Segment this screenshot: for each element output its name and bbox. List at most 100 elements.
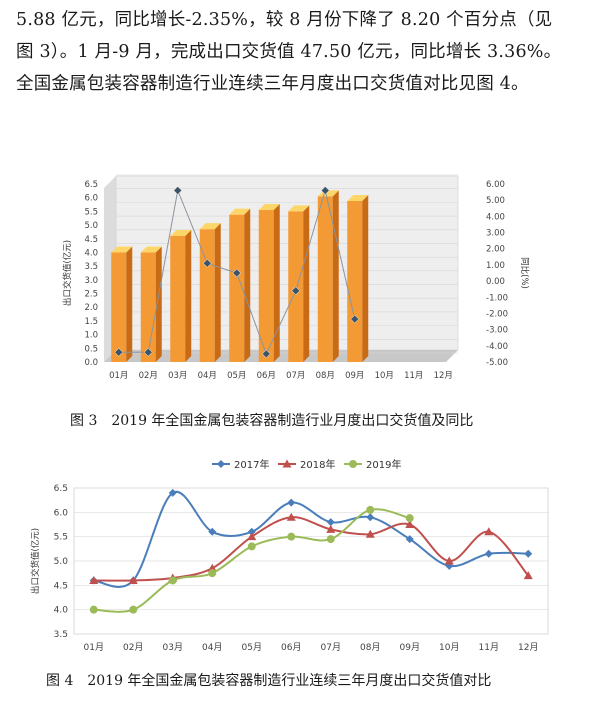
- y-tick-label: 4.0: [54, 606, 69, 616]
- x-tick-label: 04月: [202, 642, 222, 653]
- yoy-marker: [114, 347, 124, 357]
- y2-tick-label: -5.00: [486, 358, 508, 368]
- yoy-marker: [143, 347, 153, 357]
- y2-tick-label: 4.00: [486, 212, 505, 222]
- y2-axis-title: 同比(%): [519, 257, 530, 289]
- legend-item: 2017年: [212, 458, 269, 471]
- y-tick-label: 5.5: [84, 207, 98, 217]
- figure-4-chart: 3.5 4.0 4.5 5.0 5.5 6.0 6.5 出口交货值(亿元) 01月 02月 03月 0…: [30, 458, 549, 653]
- bar-face: [111, 252, 127, 362]
- legend-item: 2018年: [278, 458, 335, 471]
- x-tick-label: 02月: [139, 371, 158, 381]
- y-tick-label: 0.5: [84, 344, 98, 354]
- y2-tick-label: -2.00: [486, 309, 508, 319]
- x-tick-label: 12月: [434, 371, 453, 381]
- bar-face: [347, 200, 363, 362]
- y-tick-label: 1.0: [84, 331, 98, 341]
- figure-4-caption: 图 4 2019 年全国金属包装容器制造行业连续三年月度出口交货值对比: [46, 673, 492, 689]
- bar-side: [126, 246, 133, 362]
- bar-side: [244, 208, 251, 362]
- bar-face: [140, 252, 156, 362]
- x-tick-label: 10月: [375, 371, 394, 381]
- diamond-marker: [405, 535, 414, 544]
- y2-tick-label: 3.00: [486, 229, 505, 239]
- circle-marker: [129, 605, 138, 614]
- x-tick-label: 07月: [321, 642, 341, 653]
- x-tick-label: 07月: [286, 371, 305, 381]
- triangle-marker: [282, 459, 292, 468]
- bar-top: [347, 194, 369, 201]
- x-tick-label: 03月: [168, 371, 187, 381]
- bar: [170, 230, 192, 362]
- y-tick-label: 4.5: [54, 581, 68, 591]
- y2-tick-label: 1.00: [486, 261, 505, 271]
- bar-face: [229, 214, 245, 362]
- x-tick-label: 10月: [439, 642, 459, 653]
- bar-top: [229, 208, 251, 215]
- bar: [111, 246, 133, 362]
- y-tick-label: 5.0: [54, 557, 69, 567]
- paragraph-line: 图 3）。1 月-9 月，完成出口交货值 47.50 亿元，同比增长 3.36%…: [16, 42, 562, 62]
- y-tick-label: 2.0: [84, 303, 98, 313]
- bar-face: [317, 196, 333, 362]
- y-tick-label: 2.5: [84, 290, 98, 300]
- bar: [258, 204, 280, 362]
- x-tick-label: 08月: [316, 371, 335, 381]
- x-tick-label: 02月: [123, 642, 143, 653]
- diamond-marker: [287, 498, 296, 507]
- legend-label: 2017年: [234, 458, 269, 471]
- paragraph-line: 全国金属包装容器制造行业连续三年月度出口交货值对比见图 4。: [16, 74, 529, 94]
- diamond-marker: [524, 549, 533, 558]
- diamond-marker: [208, 527, 217, 536]
- x-tick-label: 01月: [109, 371, 128, 381]
- bar: [140, 246, 162, 362]
- y-tick-label: 6.0: [54, 508, 69, 518]
- x-tick-label: 11月: [404, 371, 423, 381]
- paragraph-line: 5.88 亿元，同比增长-2.35%，较 8 月份下降了 8.20 个百分点（见: [16, 10, 553, 30]
- x-tick-label: 01月: [84, 642, 104, 653]
- y-tick-label: 1.5: [84, 317, 98, 327]
- diamond-marker: [366, 513, 375, 522]
- yoy-marker: [202, 258, 212, 268]
- circle-marker: [89, 605, 98, 614]
- y2-tick-label: -4.00: [486, 342, 508, 352]
- y2-tick-label: -3.00: [486, 326, 508, 336]
- y-axis-title: 出口交货值(亿元): [30, 528, 41, 594]
- bar-side: [185, 230, 192, 362]
- bar-side: [303, 205, 310, 362]
- y-axis-title: 出口交货值(亿元): [62, 240, 73, 306]
- bar-top: [111, 246, 133, 253]
- figure-3-chart: 0.0 0.5 1.0 1.5 2.0 2.5 3.0 3.5 4.0 4.5 5.0 5.5 6.0 6…: [62, 174, 530, 381]
- x-tick-label: 04月: [198, 371, 217, 381]
- yoy-marker: [291, 286, 301, 296]
- circle-marker: [287, 532, 296, 541]
- yoy-marker: [232, 268, 242, 278]
- circle-marker: [349, 460, 357, 468]
- diamond-marker: [326, 518, 335, 527]
- y-tick-label: 6.5: [84, 180, 98, 190]
- x-tick-label: 05月: [227, 371, 246, 381]
- triangle-marker: [207, 563, 217, 572]
- bar-side: [155, 246, 162, 362]
- yoy-marker: [173, 186, 183, 195]
- triangle-marker: [444, 556, 454, 565]
- circle-marker: [247, 542, 256, 551]
- bar-side: [332, 190, 339, 362]
- triangle-marker: [365, 529, 375, 538]
- triangle-marker: [523, 571, 533, 580]
- x-tick-label: 11月: [479, 642, 499, 653]
- yoy-marker: [261, 349, 271, 359]
- legend-item: 2019年: [344, 458, 401, 471]
- body-paragraph: 5.88 亿元，同比增长-2.35%，较 8 月份下降了 8.20 个百分点（见…: [16, 4, 586, 100]
- y2-tick-label: 6.00: [486, 180, 505, 190]
- y-tick-label: 3.5: [54, 630, 68, 640]
- y-tick-label: 0.0: [84, 358, 98, 368]
- triangle-marker: [326, 524, 336, 533]
- x-tick-label: 12月: [518, 642, 538, 653]
- y-tick-label: 4.0: [84, 248, 98, 258]
- y-tick-label: 4.5: [84, 235, 98, 245]
- yoy-marker: [320, 186, 330, 195]
- y-tick-label: 3.5: [84, 262, 98, 272]
- bar: [229, 208, 251, 362]
